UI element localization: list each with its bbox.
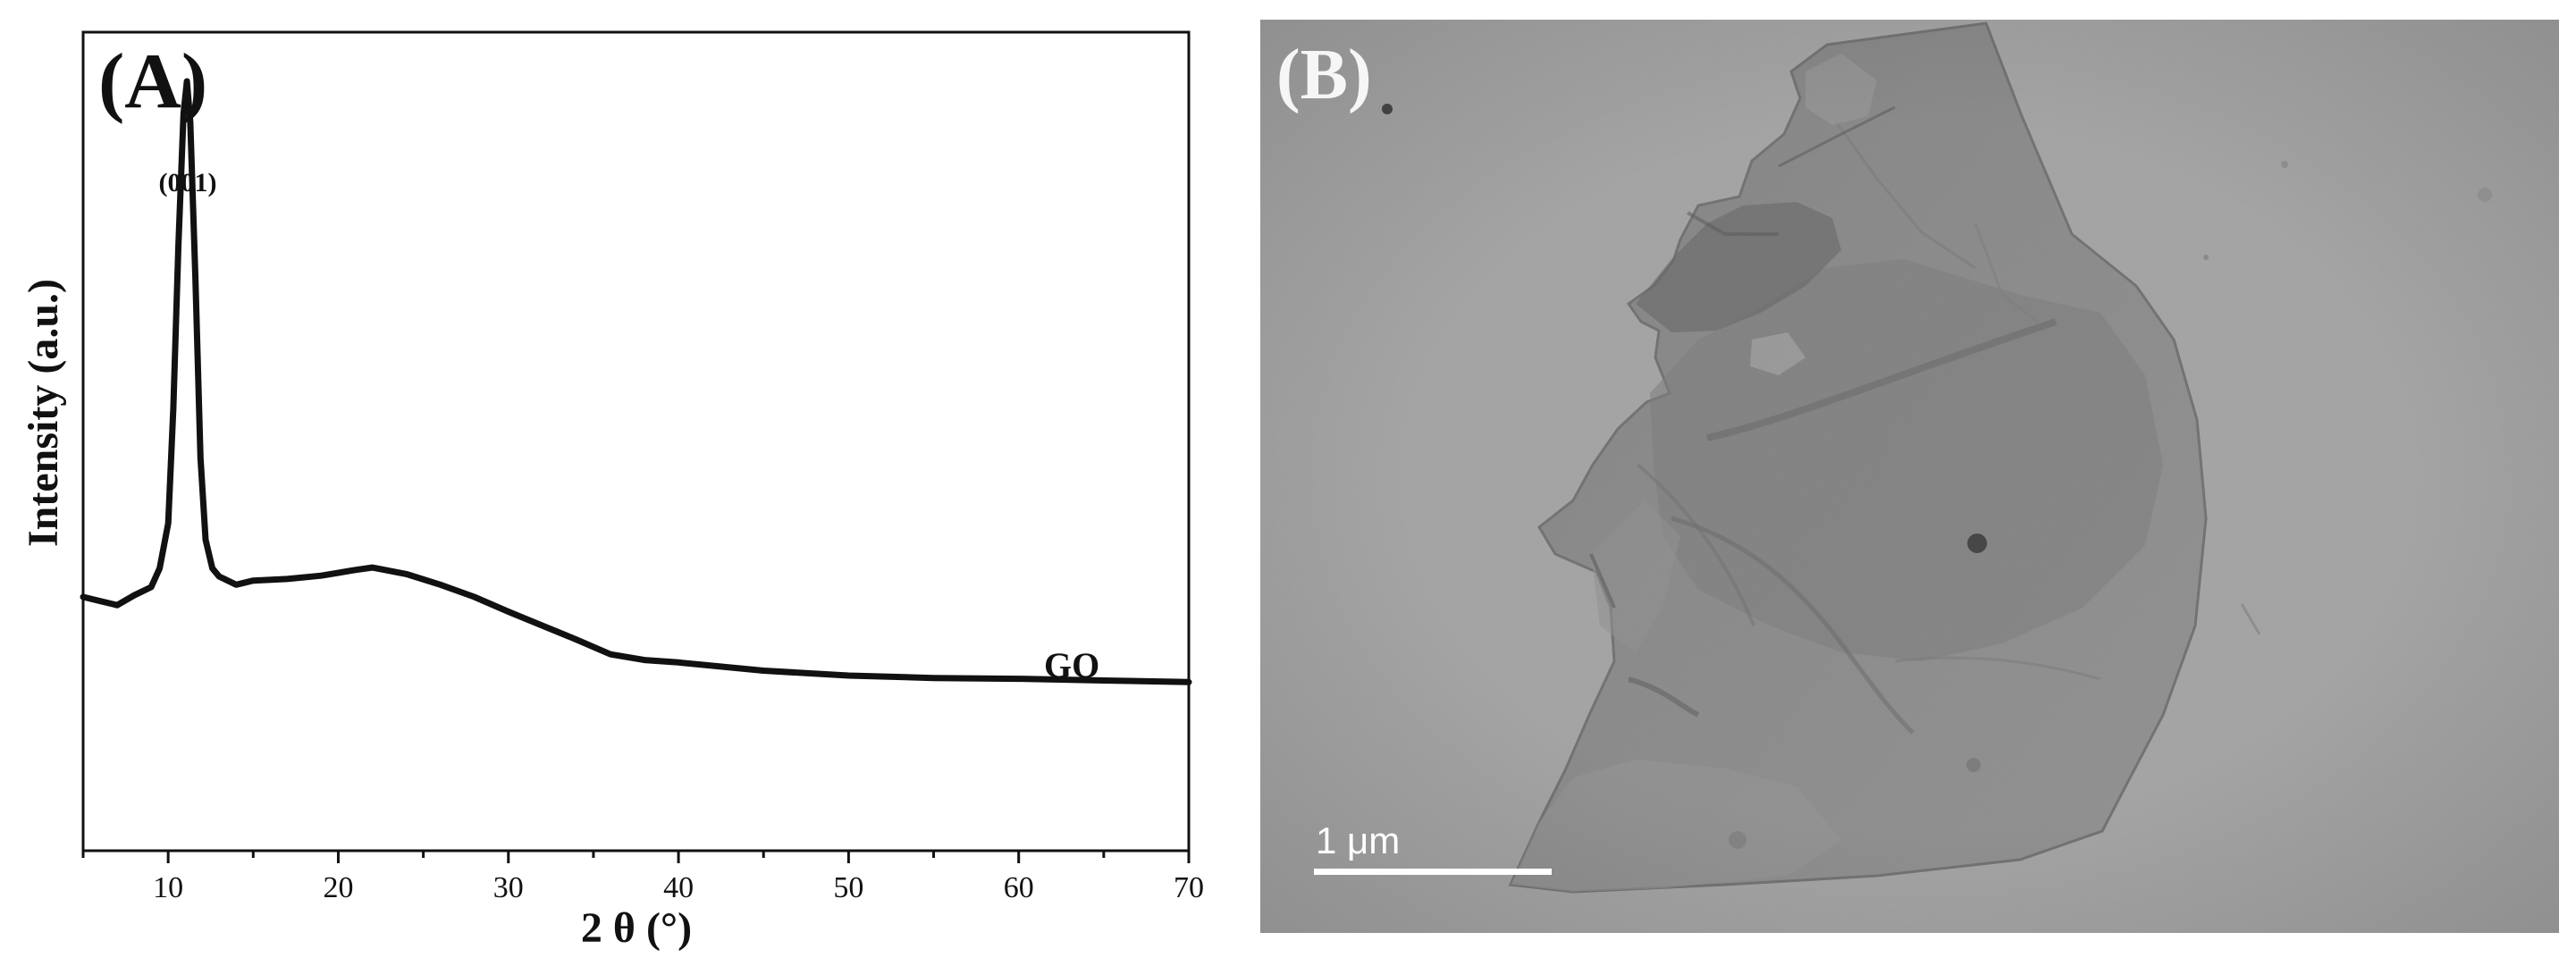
panel-label-b: (B)	[1276, 36, 1372, 114]
x-axis-title: 2 θ (°)	[581, 904, 692, 952]
y-axis-title: Intensity (a.u.)	[20, 279, 67, 547]
tem-vignette	[1260, 20, 2559, 933]
x-axis-ticks	[81, 851, 1191, 863]
scale-bar-label: 1 μm	[1316, 819, 1400, 861]
x-tick-label: 40	[663, 871, 694, 904]
x-tick-label: 20	[323, 871, 353, 904]
x-tick-label: 70	[1174, 871, 1204, 904]
peak-label: (001)	[159, 168, 217, 197]
x-tick-label: 30	[493, 871, 524, 904]
scale-bar	[1314, 869, 1552, 875]
panel-label-a: (A)	[98, 38, 207, 125]
plot-frame	[81, 30, 1191, 853]
x-axis-tick-labels: 10 20 30 40 50 60 70	[153, 871, 1204, 904]
series-label-go: GO	[1044, 645, 1099, 685]
tem-image-panel: (B) 1 μm	[1260, 20, 2559, 933]
x-tick-label: 50	[833, 871, 863, 904]
xrd-chart-panel: 10 20 30 40 50 60 70 (A) (001) GO 2 θ (°) Inte…	[20, 30, 1204, 952]
x-tick-label: 60	[1004, 871, 1034, 904]
series-line-go	[80, 78, 1192, 685]
x-tick-label: 10	[153, 871, 183, 904]
